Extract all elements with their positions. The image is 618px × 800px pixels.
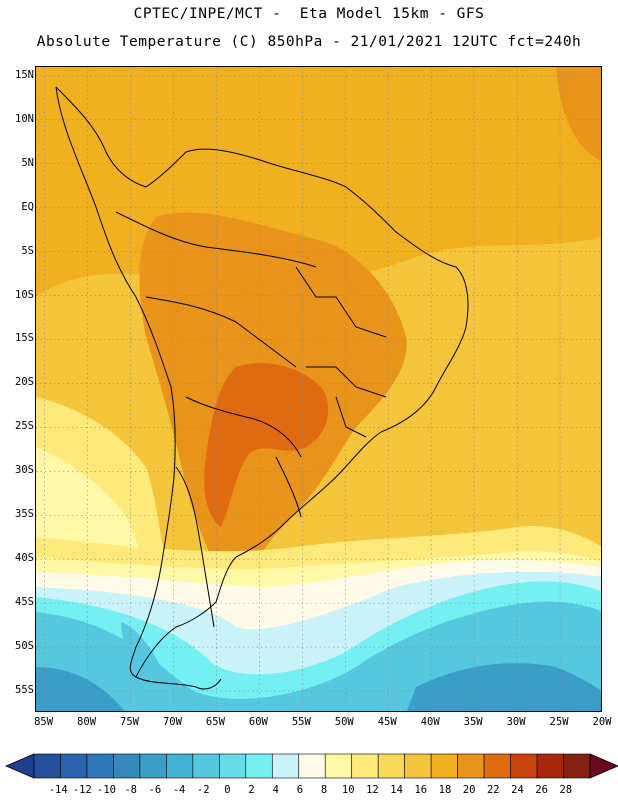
west-coast: [55, 86, 176, 678]
lat-label: 15N: [15, 68, 34, 81]
colorbar-swatch: [324, 753, 353, 779]
lat-label: 55S: [15, 684, 34, 697]
colorbar-arrow-left: [4, 753, 35, 779]
colorbar-swatch: [457, 753, 485, 779]
colorbar-swatch: [192, 753, 220, 779]
colorbar-swatch: [139, 753, 167, 779]
colorbar-swatch: [510, 753, 538, 779]
lat-label: 5N: [21, 156, 34, 169]
lon-label: 85W: [34, 716, 54, 728]
lon-label: 55W: [291, 716, 311, 728]
colorbar-tick-label: 22: [486, 784, 500, 796]
lat-label: 10S: [15, 288, 34, 301]
lon-label: 60W: [248, 716, 268, 728]
colorbar-swatch: [351, 753, 379, 779]
colorbar-tick-label: 26: [535, 784, 548, 796]
colorbar-swatch: [298, 753, 326, 779]
region-southern-ocean-deep: [406, 663, 601, 711]
lon-label: 40W: [420, 716, 440, 728]
east-coast: [55, 86, 469, 690]
lon-label: 75W: [120, 716, 139, 728]
lon-label: 50W: [334, 716, 354, 728]
colorbar-swatch: [404, 753, 432, 779]
colorbar-tick-label: -6: [148, 784, 162, 796]
lon-label: 35W: [463, 716, 483, 728]
lon-label: 30W: [506, 716, 526, 728]
lat-label: EQ: [21, 200, 34, 213]
lon-label: 65W: [205, 716, 225, 728]
lat-label: 35S: [15, 508, 34, 521]
region-patagonia-cold: [121, 622, 161, 682]
lon-label: 70W: [162, 716, 182, 728]
map-title: CPTEC/INPE/MCT - Eta Model 15km - GFS: [133, 6, 485, 22]
coastline: [55, 86, 469, 690]
colorbar-swatch: [113, 753, 141, 779]
lon-label: 80W: [77, 716, 97, 728]
lat-label: 30S: [15, 464, 34, 477]
colorbar-swatch: [60, 753, 88, 779]
colorbar: [4, 753, 618, 779]
colorbar-tick-label: 6: [296, 784, 304, 796]
colorbar-tick-label: 10: [341, 784, 355, 796]
colorbar-tick-label: 16: [414, 784, 428, 796]
colorbar-swatch: [483, 753, 511, 779]
colorbar-swatch: [245, 753, 273, 779]
lon-label: 25W: [549, 716, 569, 728]
colorbar-tick-label: 2: [248, 784, 255, 796]
lat-label: 45S: [15, 596, 34, 609]
colorbar-swatch: [33, 753, 61, 779]
region-southwest-deep: [36, 667, 125, 711]
colorbar-swatch: [271, 753, 300, 779]
colorbar-swatch: [563, 753, 591, 779]
region-light-yellow-band: [36, 447, 146, 567]
border-north: [115, 211, 317, 268]
colorbar-tick-label: -10: [97, 784, 116, 796]
border-paraguay: [275, 456, 302, 518]
colorbar-swatch: [219, 753, 247, 779]
colorbar-tick-label: 8: [320, 784, 328, 796]
border-brazil-states-2: [306, 366, 387, 398]
lat-label: 10N: [15, 112, 34, 125]
border-brazil-states-3: [335, 396, 367, 438]
lat-label: 40S: [15, 552, 34, 565]
colorbar-swatch: [86, 753, 114, 779]
lat-label: 15S: [15, 332, 34, 345]
colorbar-swatch: [536, 753, 564, 779]
border-bolivia: [185, 396, 302, 458]
region-northeast-warm: [556, 67, 601, 161]
lat-label: 20S: [15, 376, 34, 389]
lat-label: 50S: [15, 640, 34, 653]
colorbar-tick-label: 18: [438, 784, 452, 796]
border-brazil-states-1: [295, 266, 387, 338]
colorbar-tick-label: 4: [272, 784, 279, 796]
map-subtitle: Absolute Temperature (C) 850hPa - 21/01/…: [36, 34, 582, 50]
colorbar-swatch: [377, 753, 405, 779]
colorbar-tick-label: -2: [196, 784, 210, 796]
colorbar-arrow-right: [589, 753, 618, 779]
temperature-map[interactable]: [35, 66, 602, 712]
colorbar-swatch: [430, 753, 458, 779]
lon-label: 45W: [377, 716, 397, 728]
colorbar-tick-label: 24: [511, 784, 524, 796]
colorbar-tick-label: -8: [124, 784, 138, 796]
lon-label: 20W: [592, 716, 612, 728]
colorbar-tick-label: -14: [48, 784, 68, 796]
colorbar-tick-label: 12: [366, 784, 379, 796]
colorbar-tick-label: -12: [72, 784, 92, 796]
colorbar-tick-label: 14: [390, 784, 403, 796]
colorbar-tick-label: 28: [559, 784, 573, 796]
map-canvas: [36, 67, 601, 711]
colorbar-swatch: [166, 753, 194, 779]
colorbar-tick-label: -4: [172, 784, 186, 796]
colorbar-tick-label: 20: [462, 784, 476, 796]
border-chile-argentina: [175, 466, 215, 628]
lat-lon-grid: [36, 67, 601, 711]
lat-label: 25S: [15, 420, 34, 433]
border-peru-brazil: [145, 296, 297, 368]
colorbar-tick-label: 0: [224, 784, 231, 796]
lat-label: 5S: [21, 244, 34, 257]
region-hottest-core: [204, 363, 329, 527]
